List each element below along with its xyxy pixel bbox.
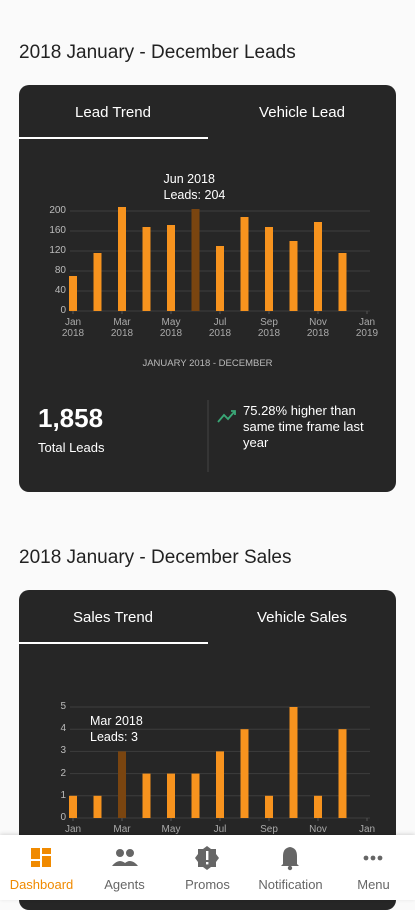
tooltip-text: Leads: 204	[163, 188, 226, 202]
x-tick-label: Nov 2018	[306, 317, 330, 339]
bar	[314, 795, 322, 818]
bar	[265, 227, 273, 311]
total-label: Total Leads	[38, 440, 105, 455]
bar	[69, 795, 77, 818]
bar	[240, 729, 249, 818]
x-tick-label: Mar 2018	[110, 317, 134, 339]
bar	[289, 241, 298, 311]
bar	[69, 276, 77, 311]
menu-icon	[363, 855, 383, 861]
tooltip-text: Leads: 3	[90, 730, 138, 745]
bar	[142, 227, 151, 311]
x-axis-label: JANUARY 2018 - DECEMBER	[142, 358, 273, 369]
tab[interactable]: Sales Trend	[72, 609, 154, 626]
y-tick-label: 4	[60, 723, 66, 735]
nav-label[interactable]: Agents	[104, 877, 145, 892]
promos-icon	[195, 846, 219, 870]
tab[interactable]: Lead Trend	[75, 104, 151, 121]
y-tick-label: 2	[60, 767, 66, 779]
nav-label[interactable]: Dashboard	[9, 877, 74, 892]
nav-label[interactable]: Promos	[185, 877, 230, 892]
y-tick-label: 3	[60, 745, 66, 757]
bar	[240, 217, 249, 311]
bar	[338, 253, 347, 311]
nav-label[interactable]: Menu	[357, 877, 390, 892]
bar	[191, 773, 200, 818]
bar	[191, 209, 200, 311]
x-tick-label: May 2018	[159, 317, 183, 339]
agents-icon	[112, 849, 138, 866]
bar	[265, 795, 273, 818]
total-value: 1,858	[38, 403, 104, 433]
bar	[118, 751, 126, 818]
x-tick-label: Jan 2018	[61, 317, 85, 339]
tooltip-title: Jun 2018	[163, 172, 215, 186]
section-title: 2018 January - December Sales	[19, 547, 292, 568]
tab-underline	[19, 642, 208, 644]
bar	[93, 795, 102, 818]
tab-underline	[19, 137, 208, 139]
x-tick-label: Jul 2018	[208, 317, 232, 339]
trend-icon-arrow	[231, 410, 236, 415]
trend-icon	[217, 410, 236, 423]
tab[interactable]: Vehicle Sales	[256, 609, 348, 626]
comparison: 75.28% higher than same time frame last …	[243, 403, 364, 450]
bar	[118, 207, 126, 311]
bar	[167, 225, 175, 311]
y-tick-label: 0	[60, 812, 66, 823]
chart-marks	[69, 207, 370, 821]
notification-icon	[281, 847, 299, 871]
bar	[93, 253, 102, 311]
bar	[338, 729, 347, 818]
bar	[142, 773, 151, 818]
bar	[314, 222, 322, 311]
bar	[167, 773, 175, 818]
nav-icons	[31, 846, 383, 871]
y-tick-label: 1	[60, 789, 66, 801]
y-tick-label: 160	[49, 225, 66, 236]
nav-label[interactable]: Notification	[258, 877, 323, 892]
bar	[216, 246, 224, 311]
bottom-nav: Dashboard Agents Promos Notification Menu	[0, 835, 415, 900]
tab[interactable]: Vehicle Lead	[259, 104, 345, 121]
y-tick-label: 120	[49, 245, 66, 256]
tooltip-title: Mar 2018	[90, 714, 143, 729]
y-tick-label: 0	[60, 305, 66, 316]
y-tick-label: 80	[54, 265, 66, 276]
bar	[216, 751, 224, 818]
y-tick-label: 200	[49, 205, 66, 216]
x-tick-label: Jan 2019	[355, 317, 379, 339]
bar	[289, 707, 298, 818]
dashboard-icon	[31, 848, 51, 867]
section-title: 2018 January - December Leads	[19, 42, 296, 63]
y-tick-label: 40	[54, 285, 66, 296]
x-tick-label: Sep 2018	[257, 317, 281, 339]
y-tick-label: 5	[60, 701, 66, 712]
